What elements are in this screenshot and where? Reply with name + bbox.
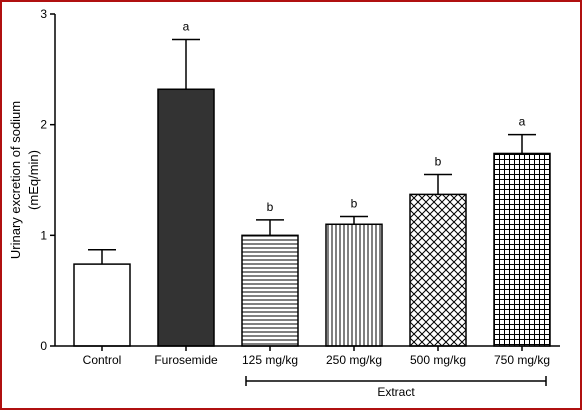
significance-label: a <box>183 19 190 33</box>
y-axis-label: Urinary excretion of sodium (mEq/min) <box>8 101 41 259</box>
x-tick-label: 750 mg/kg <box>494 353 550 367</box>
significance-label: b <box>435 154 442 168</box>
significance-label: b <box>267 200 274 214</box>
y-axis-label-line1: Urinary excretion of sodium <box>8 101 23 259</box>
y-tick-label: 3 <box>40 7 47 21</box>
x-tick-label: 500 mg/kg <box>410 353 466 367</box>
y-axis-label-line2: (mEq/min) <box>26 150 41 210</box>
significance-label: a <box>519 115 526 129</box>
extract-group-bracket: Extract <box>245 376 547 399</box>
x-tick-label: 125 mg/kg <box>242 353 298 367</box>
bracket-label: Extract <box>377 385 415 399</box>
bar-500-mg-kg <box>409 193 467 347</box>
bar-125-mg-kg <box>241 234 299 347</box>
x-axis: Control Furosemide 125 mg/kg 250 mg/kg 500 m… <box>55 345 560 367</box>
bar-control <box>73 263 131 347</box>
bars: a b b b a <box>73 19 551 347</box>
x-tick-label: Control <box>83 353 122 367</box>
significance-label: b <box>351 197 358 211</box>
y-tick-label: 2 <box>40 118 47 132</box>
bar-250-mg-kg <box>325 223 383 347</box>
y-tick-label: 0 <box>40 339 47 353</box>
y-tick-label: 1 <box>40 228 47 242</box>
y-axis: 0 1 2 3 <box>40 7 56 353</box>
bar-750-mg-kg <box>493 152 551 347</box>
x-tick-label: Furosemide <box>154 353 218 367</box>
bar-furosemide <box>157 88 215 347</box>
x-tick-label: 250 mg/kg <box>326 353 382 367</box>
